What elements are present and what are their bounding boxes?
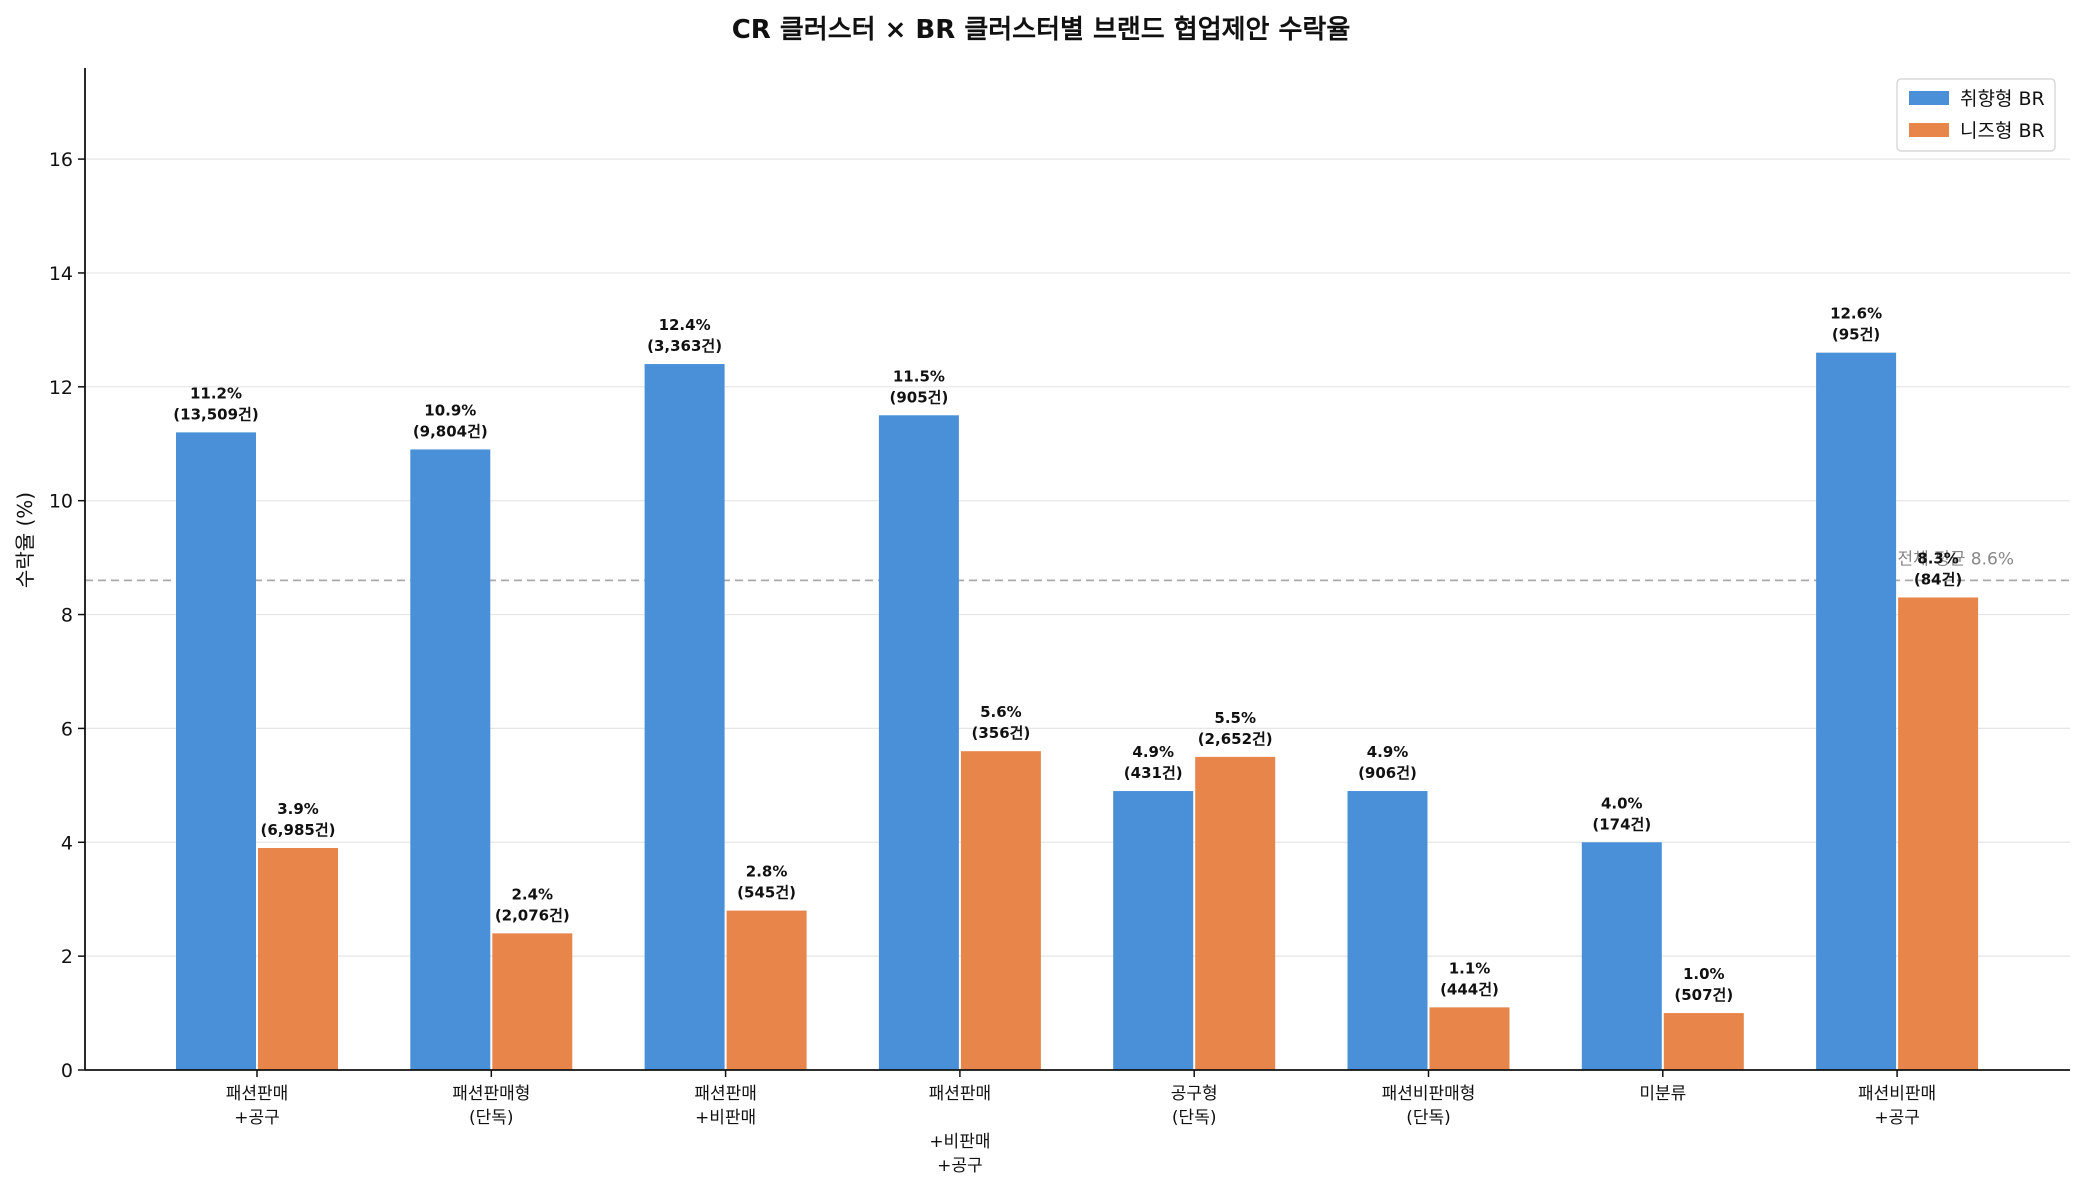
- x-tick-label: (단독): [1406, 1108, 1451, 1128]
- data-label: (84건): [1914, 570, 1962, 588]
- legend-label: 취향형 BR: [1960, 88, 2045, 110]
- chart-title: CR 클러스터 × BR 클러스터별 브랜드 협업제안 수락율: [732, 15, 1351, 45]
- x-tick-label: 패션비판매: [1858, 1084, 1936, 1104]
- data-label: 4.0%: [1601, 794, 1643, 812]
- data-label: 1.0%: [1683, 965, 1725, 983]
- legend-swatch: [1909, 123, 1949, 137]
- data-label: 5.6%: [980, 703, 1022, 721]
- bar: [1663, 1013, 1744, 1070]
- x-tick-label: +공구: [937, 1156, 983, 1176]
- x-tick-label: +공구: [234, 1108, 280, 1128]
- bar: [1195, 756, 1276, 1070]
- bar: [644, 364, 725, 1071]
- bar: [258, 847, 338, 1070]
- legend: 취향형 BR 니즈형 BR: [1896, 78, 2056, 152]
- x-tick-label: 미분류: [1639, 1084, 1686, 1104]
- bar: [878, 415, 959, 1071]
- data-label: (2,652건): [1198, 730, 1273, 748]
- data-label: (905건): [889, 388, 948, 406]
- x-tick-label: 패션판매: [929, 1084, 992, 1104]
- data-label: 4.9%: [1132, 743, 1174, 761]
- y-tick-label: 2: [61, 946, 73, 968]
- bar: [492, 933, 573, 1070]
- data-label: (431건): [1124, 764, 1183, 782]
- data-label: 4.9%: [1367, 743, 1409, 761]
- bar: [176, 432, 256, 1070]
- data-label: (6,985건): [261, 821, 336, 839]
- bar: [1581, 842, 1662, 1070]
- bar: [960, 751, 1041, 1070]
- bar-labels: 11.2% (13,509건) 3.9% (6,985건) 10.9% (9,804건) 2…: [173, 305, 1962, 1004]
- data-label: 10.9%: [424, 401, 476, 419]
- data-label: (13,509건): [173, 405, 258, 423]
- data-label: 3.9%: [277, 800, 319, 818]
- x-tick-label: 패션판매형: [452, 1084, 530, 1104]
- x-tick-label: (단독): [1172, 1108, 1217, 1128]
- y-ticks: 0 2 4 6 8 10 12 14 16: [49, 149, 85, 1082]
- data-label: 12.6%: [1830, 305, 1882, 323]
- data-label: 2.4%: [511, 885, 553, 903]
- reference-line-group: 전체 평균 8.6%: [85, 549, 2070, 582]
- bar: [1898, 597, 1979, 1070]
- legend-label: 니즈형 BR: [1960, 120, 2045, 142]
- data-label: 12.4%: [659, 316, 711, 334]
- x-tick-label: (단독): [469, 1108, 514, 1128]
- x-tick-label: +비판매: [695, 1108, 756, 1128]
- data-label: 2.8%: [746, 863, 788, 881]
- axes: [84, 68, 2070, 1071]
- data-label: (2,076건): [495, 906, 570, 924]
- bar: [1816, 352, 1897, 1071]
- bar: [410, 449, 491, 1070]
- data-label: 11.2%: [190, 384, 242, 402]
- y-tick-label: 14: [49, 263, 73, 285]
- grid: [85, 158, 2070, 957]
- x-tick-label: +비판매: [929, 1132, 990, 1152]
- x-ticks: 패션판매 +공구 패션판매형 (단독) 패션판매 +비판매 패션판매 +비판매 +공구 공구형 (단…: [226, 1070, 1936, 1176]
- bar: [726, 910, 807, 1070]
- data-label: (95건): [1832, 326, 1880, 344]
- bars: [176, 352, 1979, 1071]
- data-label: (174건): [1592, 815, 1651, 833]
- data-label: (3,363건): [647, 337, 722, 355]
- y-tick-label: 12: [49, 377, 73, 399]
- y-tick-label: 6: [61, 718, 73, 740]
- y-tick-label: 4: [61, 832, 73, 854]
- data-label: 11.5%: [893, 367, 945, 385]
- data-label: (906건): [1358, 764, 1417, 782]
- bar: [1113, 791, 1194, 1070]
- data-label: (9,804건): [413, 422, 488, 440]
- y-axis-title: 수락율 (%): [13, 492, 37, 588]
- x-tick-label: +공구: [1874, 1108, 1920, 1128]
- x-tick-label: 패션판매: [694, 1084, 757, 1104]
- x-tick-label: 패션비판매형: [1382, 1084, 1476, 1104]
- bar: [1429, 1007, 1510, 1070]
- data-label: 1.1%: [1449, 959, 1491, 977]
- legend-swatch: [1909, 91, 1949, 105]
- data-label: (356건): [971, 724, 1030, 742]
- y-tick-label: 10: [49, 491, 73, 513]
- y-tick-label: 0: [61, 1060, 73, 1082]
- y-tick-label: 16: [49, 149, 73, 171]
- data-label: (507건): [1674, 986, 1733, 1004]
- reference-line-label: 전체 평균 8.6%: [1897, 549, 2014, 569]
- data-label: 5.5%: [1214, 709, 1256, 727]
- data-label: 8.3%: [1917, 549, 1959, 567]
- bar: [1347, 791, 1428, 1070]
- x-tick-label: 공구형: [1171, 1084, 1218, 1104]
- data-label: (545건): [737, 884, 796, 902]
- y-tick-label: 8: [61, 605, 73, 627]
- x-tick-label: 패션판매: [226, 1084, 289, 1104]
- data-label: (444건): [1440, 980, 1499, 998]
